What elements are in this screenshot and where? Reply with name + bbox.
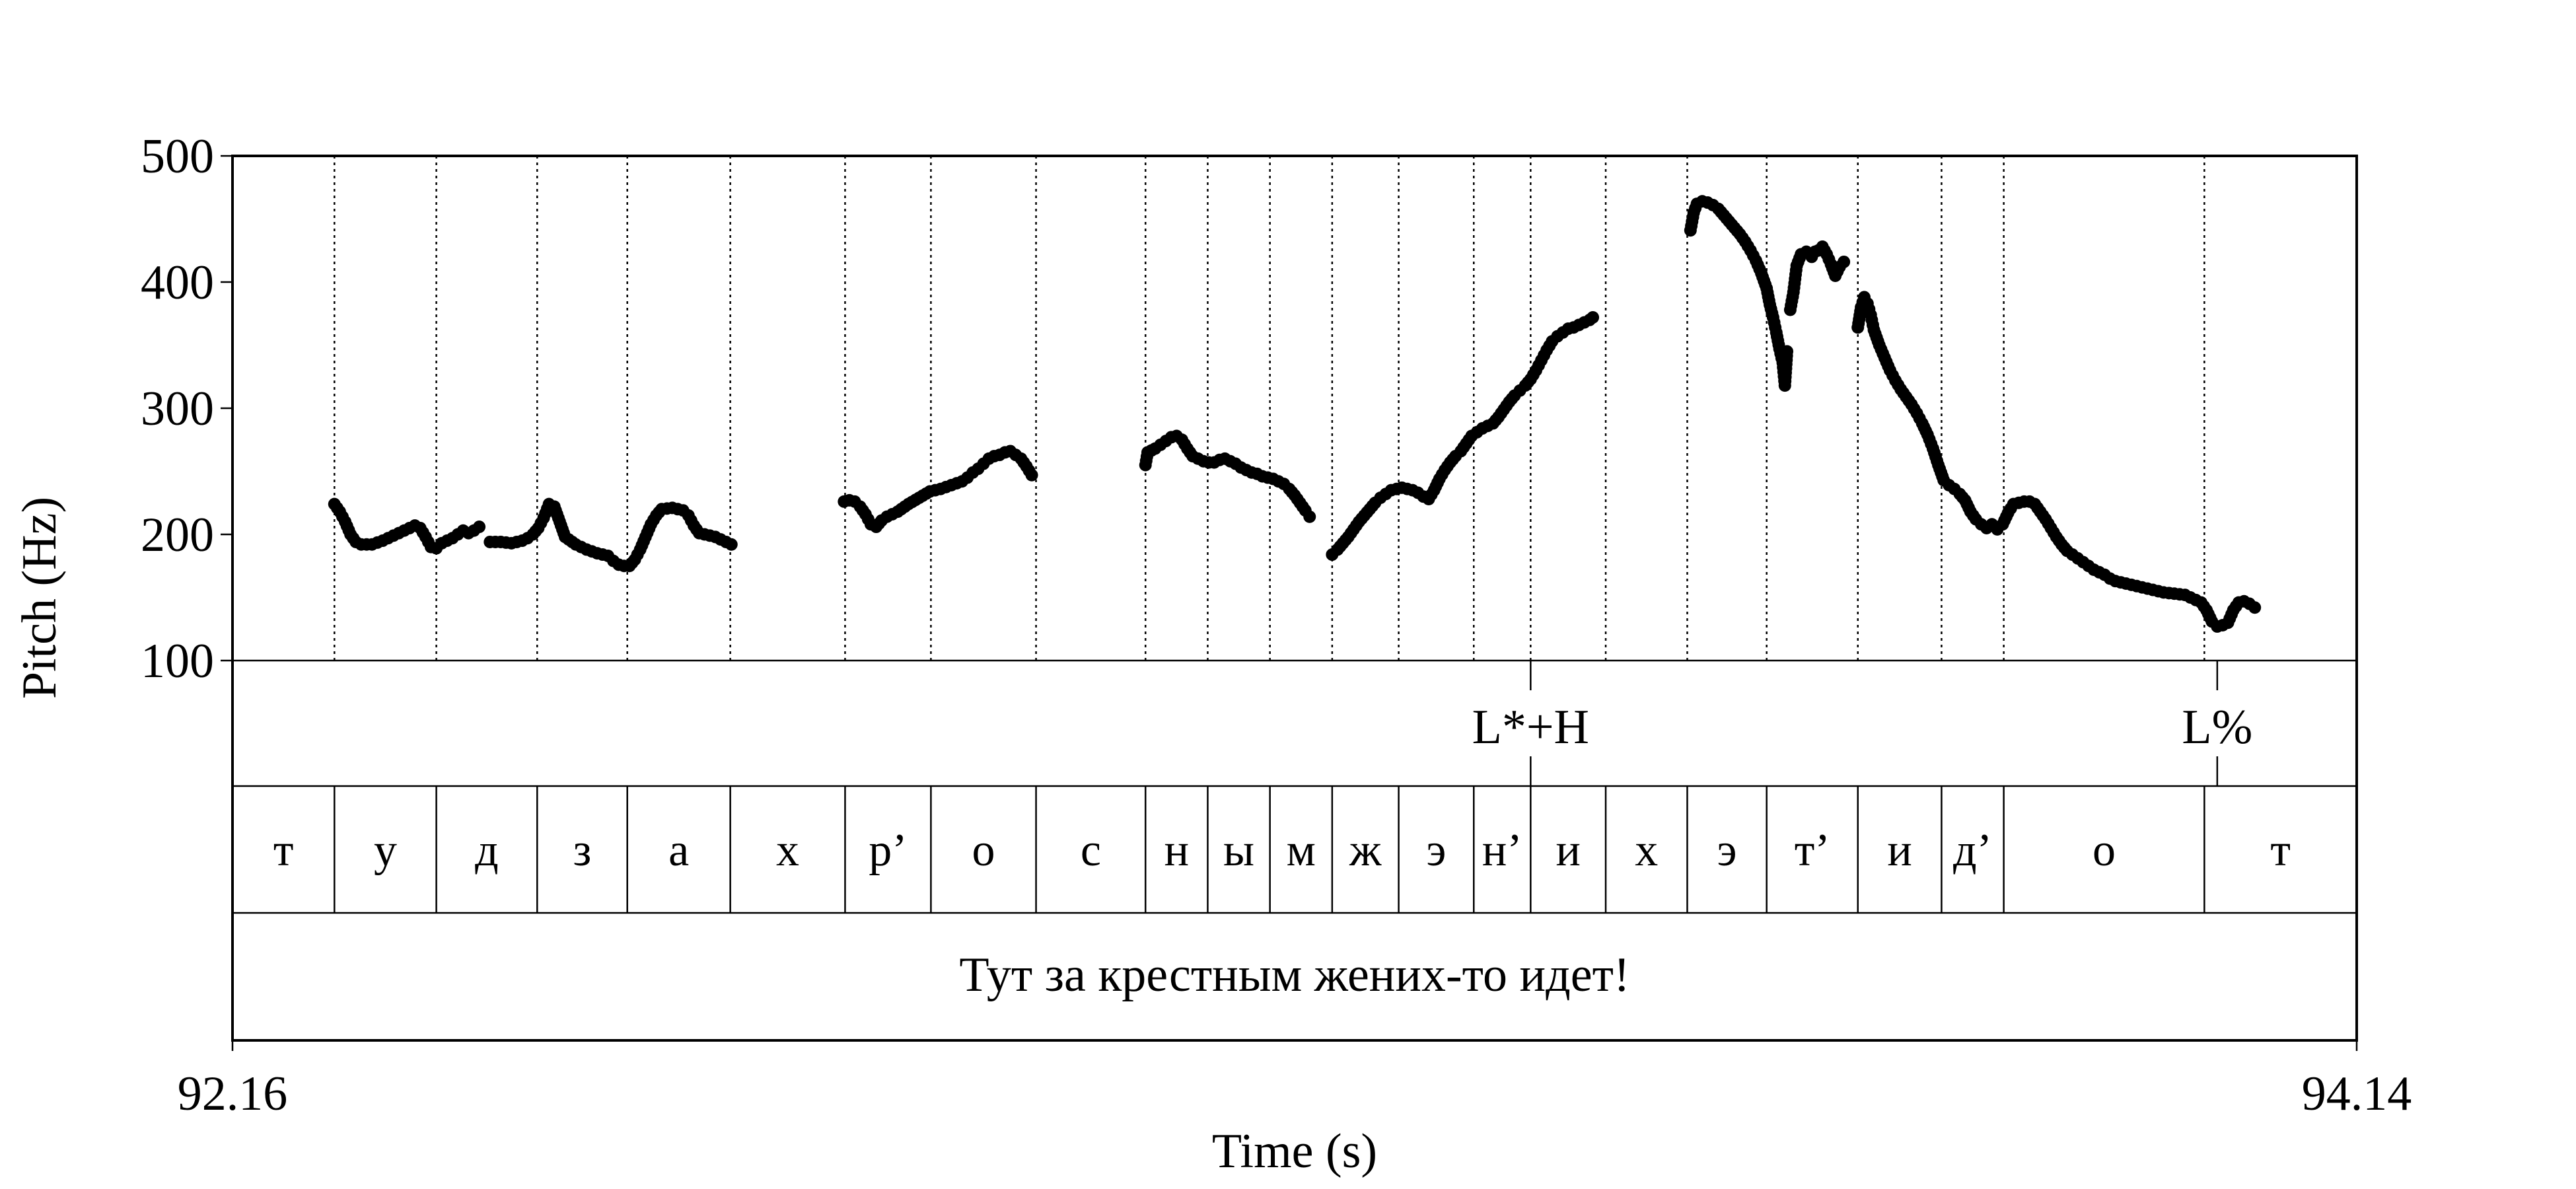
pitch-point	[1587, 310, 1600, 324]
pitch-point	[1303, 510, 1316, 523]
pitch-points	[328, 195, 2262, 633]
y-tick-label: 500	[141, 129, 214, 184]
pitch-point	[1025, 468, 1038, 482]
segment-label: х	[1635, 825, 1658, 876]
segment-tier: т у д з а х р’ о с н ы м ж э н’ и х э т’ и д’ о т	[273, 825, 2291, 876]
outer-frame	[231, 155, 2358, 1042]
segment-label: д	[475, 825, 499, 876]
pitch-point	[473, 521, 486, 534]
segment-label: з	[573, 825, 592, 876]
segment-label: м	[1287, 825, 1316, 876]
figure-frame	[231, 155, 2358, 1051]
y-tick-label: 400	[141, 256, 214, 310]
segment-label: о	[972, 825, 995, 876]
segment-label: т	[2270, 825, 2291, 876]
segment-label: э	[1426, 825, 1446, 876]
segment-label: т	[273, 825, 294, 876]
tone-label: L%	[2182, 700, 2252, 754]
segment-label: и	[1887, 825, 1912, 876]
segment-label: н’	[1482, 825, 1522, 876]
pitch-point	[725, 538, 738, 551]
tone-tier: L*+H L%	[1472, 661, 2252, 786]
segment-label: ж	[1349, 825, 1382, 876]
y-tick-label: 100	[141, 634, 214, 688]
segment-label: и	[1556, 825, 1580, 876]
y-axis: 500 400 300 200 100	[141, 129, 233, 688]
segment-label: о	[2093, 825, 2116, 876]
segment-label: у	[374, 825, 397, 876]
segment-boundary-lines	[334, 156, 2205, 913]
y-tick-label: 200	[141, 508, 214, 562]
x-tick-label-end: 94.14	[2302, 1067, 2412, 1121]
y-tick-label: 300	[141, 382, 214, 436]
segment-label: с	[1081, 825, 1101, 876]
segment-label: ы	[1223, 825, 1254, 876]
sentence-transcription: Тут за крестным жених-то идет!	[959, 948, 1629, 1002]
segment-label: т’	[1795, 825, 1830, 876]
x-axis-title: Time (s)	[1212, 1124, 1377, 1178]
pitch-point	[1781, 345, 1794, 358]
segment-label: э	[1717, 825, 1737, 876]
segment-label: а	[668, 825, 689, 876]
pitch-point	[2248, 601, 2262, 614]
segment-label: р’	[869, 825, 907, 876]
x-tick-label-start: 92.16	[178, 1067, 288, 1121]
segment-label: н	[1164, 825, 1189, 876]
segment-label: д’	[1953, 825, 1992, 876]
pitch-point	[1838, 255, 1851, 268]
tone-label: L*+H	[1472, 700, 1589, 754]
y-axis-title: Pitch (Hz)	[13, 497, 67, 699]
segment-label: х	[776, 825, 799, 876]
